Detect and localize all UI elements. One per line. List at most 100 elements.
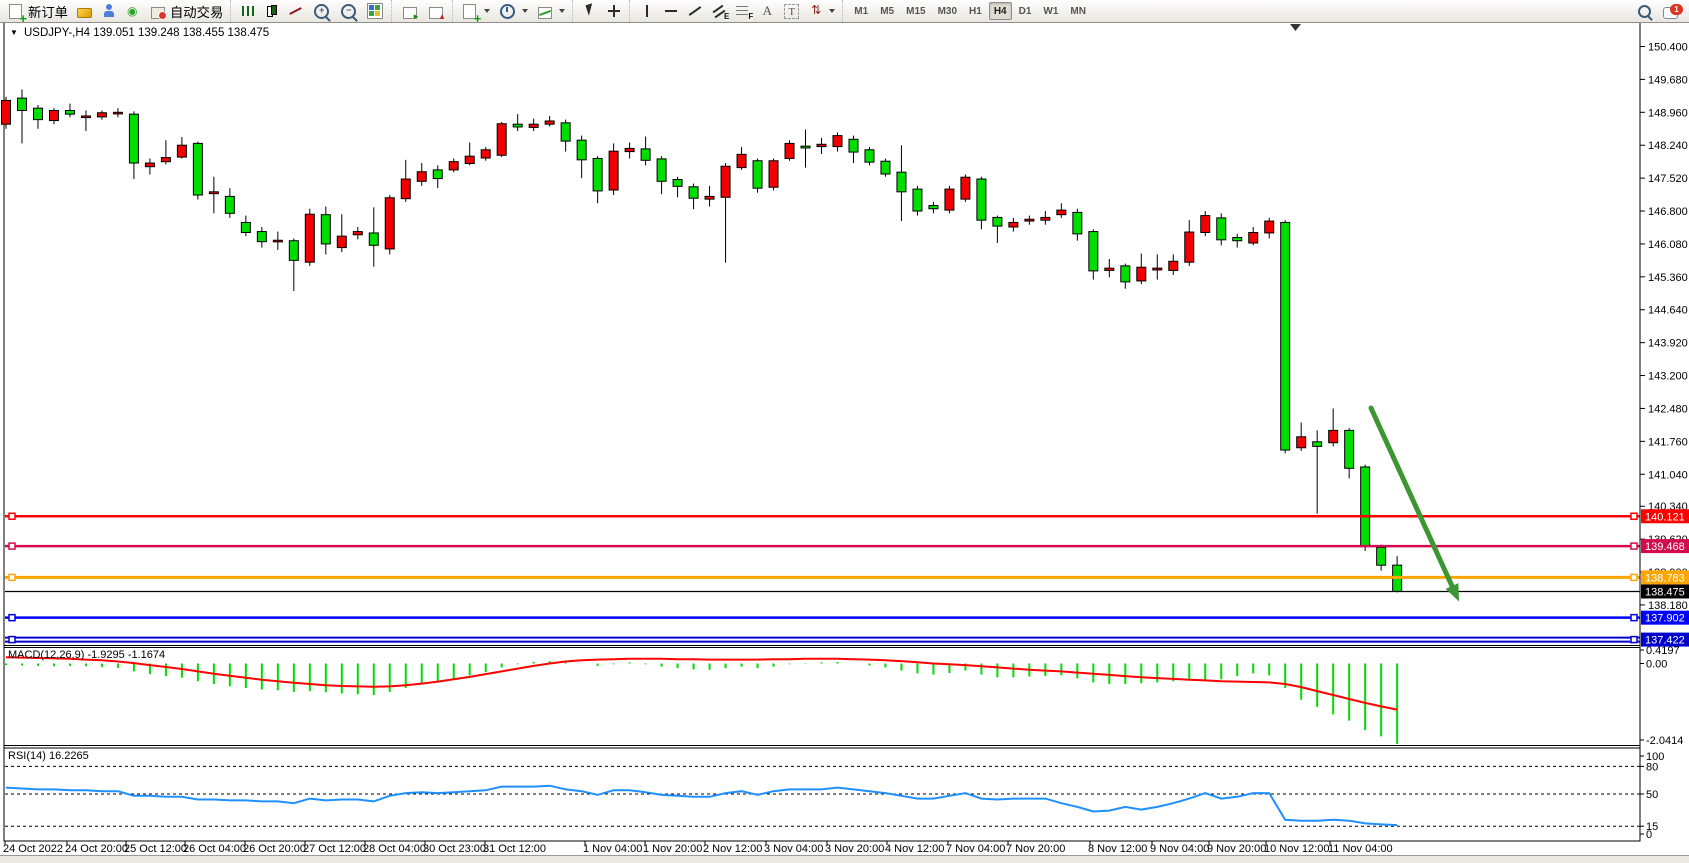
line-price-flag [1641, 632, 1689, 647]
time-tick-label: 26 Oct 04:00 [183, 843, 246, 855]
timeframe-button-d1[interactable]: D1 [1014, 2, 1037, 20]
candle-body [320, 214, 331, 245]
notifications-button[interactable]: 1 [1658, 1, 1683, 21]
candle-body [752, 160, 763, 189]
candlestick-chart-button[interactable] [260, 1, 284, 21]
cursor-icon [582, 3, 598, 19]
line-handle[interactable] [8, 542, 16, 550]
line-handle[interactable] [1630, 635, 1638, 644]
new-order-label: 新订单 [28, 4, 68, 20]
fibonacci-button[interactable]: F [731, 1, 755, 21]
candle-body [976, 178, 987, 221]
price-axis[interactable]: 150.400 149.680 148.960 148.240 147.520 146.8… [1639, 22, 1688, 841]
symbol-dropdown-icon[interactable]: ▼ [10, 28, 18, 37]
line-handle[interactable] [8, 512, 16, 521]
text-label-icon: T [784, 3, 800, 19]
candle-body [1248, 231, 1259, 244]
line-handle[interactable] [8, 573, 16, 582]
market-watch-button[interactable] [121, 1, 145, 21]
candle-body [528, 123, 539, 128]
zoom-out-button[interactable] [335, 1, 362, 21]
timeframe-button-w1[interactable]: W1 [1038, 2, 1063, 20]
rsi-axis-label: 80 [1646, 761, 1658, 773]
timeframe-button-mn[interactable]: MN [1065, 2, 1091, 20]
zoom-in-button[interactable] [308, 1, 335, 21]
chat-icon: 1 [1663, 3, 1683, 19]
time-tick-label: 26 Oct 20:00 [243, 843, 306, 855]
timeframe-button-m15[interactable]: M15 [901, 2, 930, 20]
new-order-button[interactable]: 新订单 [4, 1, 72, 24]
timeframe-button-m1[interactable]: M1 [849, 2, 873, 20]
candle-body [1088, 231, 1099, 272]
time-tick-label: 9 Nov 20:00 [1207, 843, 1266, 855]
tile-windows-button[interactable] [362, 1, 388, 21]
auto-trading-button[interactable]: 自动交易 [145, 1, 227, 21]
trendline-icon [687, 3, 703, 19]
candle-body [704, 195, 715, 200]
crosshair-button[interactable] [602, 1, 626, 21]
line-handle[interactable] [1630, 613, 1638, 622]
time-tick-label: 8 Nov 12:00 [1088, 843, 1147, 855]
time-tick-label: 2 Nov 12:00 [703, 843, 762, 855]
vertical-line-button[interactable] [635, 1, 659, 21]
candle-body [864, 149, 875, 163]
line-chart-button[interactable] [284, 1, 308, 21]
trend-arrow-annotation[interactable] [1368, 405, 1460, 602]
new-order-icon [9, 4, 27, 24]
candle-body [832, 135, 843, 148]
templates-button[interactable] [532, 1, 569, 21]
arrows-button[interactable] [804, 1, 839, 21]
macd-axis-label: 0.00 [1646, 659, 1667, 671]
line-chart-icon [288, 3, 304, 19]
horizontal-line-icon [663, 3, 679, 19]
price-tick-label: 148.960 [1648, 107, 1688, 119]
candle-body [304, 213, 315, 263]
equidistant-channel-button[interactable]: E [707, 1, 731, 21]
cursor-button[interactable] [578, 1, 602, 21]
line-handle[interactable] [8, 635, 16, 644]
line-handle[interactable] [8, 613, 16, 622]
candle-body [1296, 436, 1307, 449]
candle-body [1360, 466, 1371, 547]
timeframe-button-m30[interactable]: M30 [933, 2, 962, 20]
search-button[interactable] [1631, 1, 1658, 21]
fibo-glyph: F [748, 12, 754, 21]
auto-scroll-button[interactable] [397, 1, 423, 22]
profile-button[interactable] [97, 1, 121, 21]
candle-body [288, 240, 299, 261]
time-tick-label: 1 Nov 04:00 [583, 843, 642, 855]
timeframe-button-m5[interactable]: M5 [875, 2, 899, 20]
periods-button[interactable] [494, 1, 532, 21]
candle-body [128, 113, 139, 164]
text-label-button[interactable]: T [779, 1, 804, 21]
candle-body [1312, 441, 1323, 447]
indicators-button[interactable] [458, 1, 494, 24]
horizontal-lines [5, 512, 1640, 644]
trendline-button[interactable] [683, 1, 707, 21]
candle-body [240, 221, 251, 233]
crosshair-icon [606, 3, 622, 19]
price-tick-label: 141.040 [1648, 469, 1688, 481]
bar-chart-button[interactable] [236, 1, 260, 21]
timeframe-button-h4[interactable]: H4 [988, 2, 1012, 20]
line-handle[interactable] [1630, 512, 1638, 521]
candle-body [336, 235, 347, 249]
horizontal-line-button[interactable] [659, 1, 683, 21]
line-price-flag [1641, 584, 1689, 599]
chart-border [3, 21, 1641, 842]
candle-body [1136, 266, 1147, 282]
auto-trading-label: 自动交易 [169, 4, 224, 20]
line-handle[interactable] [1630, 573, 1638, 582]
styler-button[interactable] [72, 1, 97, 21]
line-handle[interactable] [1630, 542, 1638, 550]
timeframe-button-h1[interactable]: H1 [964, 2, 987, 20]
search-icon [1638, 4, 1651, 18]
text-button[interactable]: A [755, 1, 779, 21]
time-tick-label: 3 Nov 04:00 [764, 843, 823, 855]
price-tick-label: 146.080 [1648, 239, 1688, 251]
market-watch-icon [125, 3, 141, 19]
chart-shift-button[interactable] [423, 1, 449, 22]
pane-separators[interactable] [4, 645, 1640, 749]
